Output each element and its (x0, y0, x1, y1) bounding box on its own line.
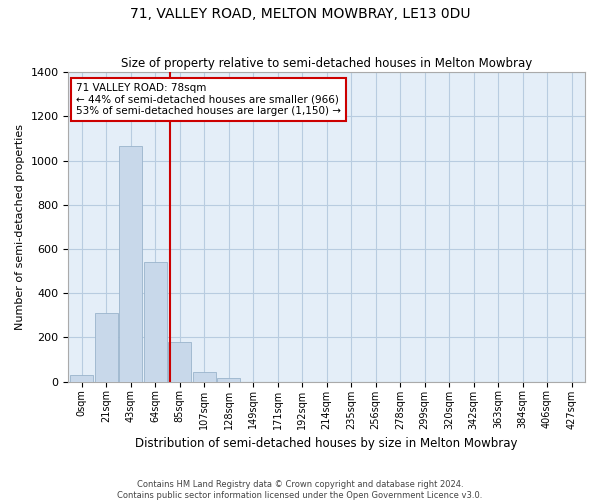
Bar (217, 378, 241, 382)
Bar (168, 342, 191, 382)
Bar (193, 372, 216, 382)
Y-axis label: Number of semi-detached properties: Number of semi-detached properties (15, 124, 25, 330)
Text: Contains HM Land Registry data © Crown copyright and database right 2024.
Contai: Contains HM Land Registry data © Crown c… (118, 480, 482, 500)
Title: Size of property relative to semi-detached houses in Melton Mowbray: Size of property relative to semi-detach… (121, 56, 532, 70)
Bar (70, 375, 94, 382)
Text: 71 VALLEY ROAD: 78sqm
← 44% of semi-detached houses are smaller (966)
53% of sem: 71 VALLEY ROAD: 78sqm ← 44% of semi-deta… (76, 83, 341, 116)
X-axis label: Distribution of semi-detached houses by size in Melton Mowbray: Distribution of semi-detached houses by … (136, 437, 518, 450)
Bar (95, 313, 118, 382)
Text: 71, VALLEY ROAD, MELTON MOWBRAY, LE13 0DU: 71, VALLEY ROAD, MELTON MOWBRAY, LE13 0D… (130, 8, 470, 22)
Bar (143, 262, 167, 382)
Bar (119, 146, 142, 382)
